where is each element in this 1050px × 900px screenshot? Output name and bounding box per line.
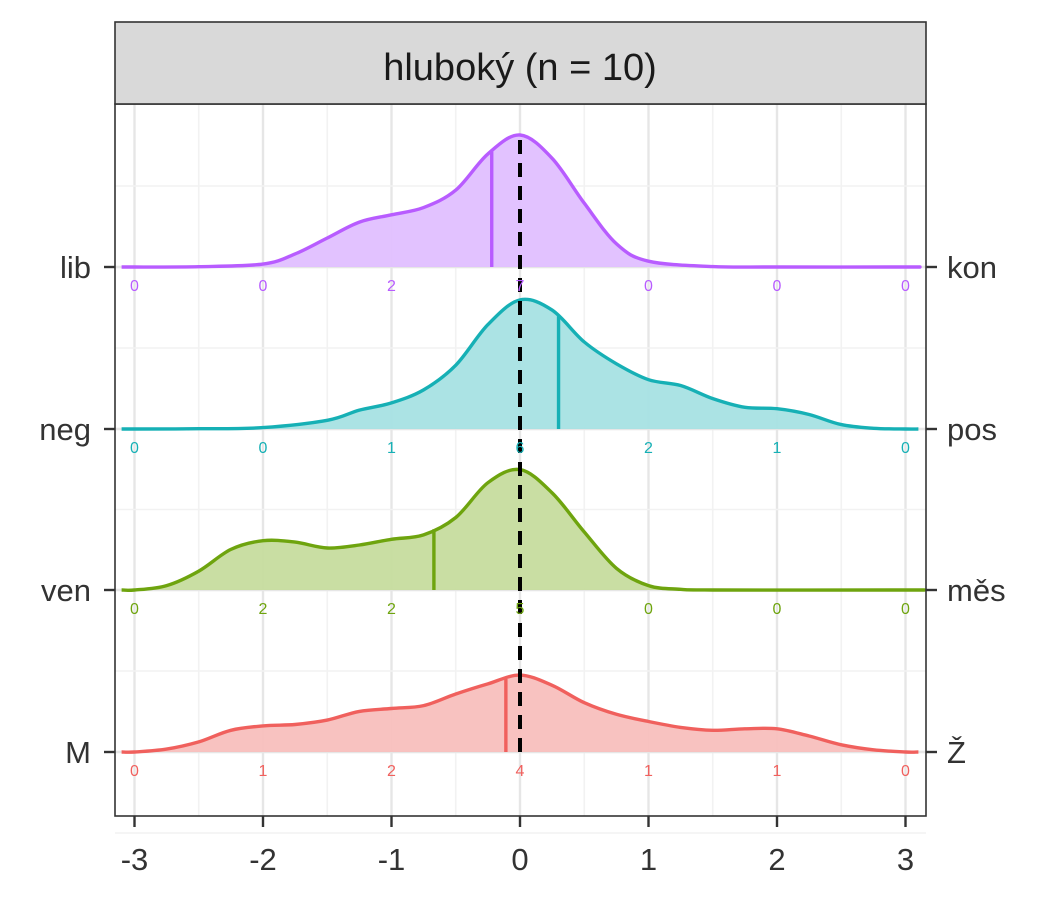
y-label-left: neg bbox=[39, 412, 91, 447]
count-label: 1 bbox=[259, 763, 268, 780]
count-label: 0 bbox=[130, 278, 139, 295]
count-label: 6 bbox=[516, 440, 525, 457]
count-label: 1 bbox=[773, 440, 782, 457]
ridge-line-neg bbox=[121, 297, 919, 431]
x-tick-label: 1 bbox=[640, 842, 657, 877]
count-label: 2 bbox=[644, 440, 653, 457]
ridge-area-neg bbox=[121, 299, 919, 430]
x-tick-label: 2 bbox=[768, 842, 785, 877]
ridge-area-ven bbox=[121, 469, 925, 591]
x-tick-label: -1 bbox=[378, 842, 406, 877]
count-label: 0 bbox=[259, 440, 268, 457]
count-label: 0 bbox=[901, 278, 910, 295]
ridge-area-M bbox=[121, 675, 919, 753]
ridge-line-ven bbox=[121, 467, 926, 593]
y-label-right: kon bbox=[947, 250, 997, 285]
count-label: 4 bbox=[516, 763, 525, 780]
y-label-left: lib bbox=[60, 250, 91, 285]
count-label: 0 bbox=[130, 763, 139, 780]
count-label: 0 bbox=[901, 601, 910, 618]
axes: lib kon neg pos ven měs M Ž -3 -2 -1 0 1 2 3 bbox=[39, 250, 1005, 877]
y-label-right: měs bbox=[947, 573, 1006, 608]
panel-title: hluboký (n = 10) bbox=[383, 47, 657, 89]
count-label: 0 bbox=[644, 278, 653, 295]
count-label: 0 bbox=[130, 601, 139, 618]
panel-strip bbox=[114, 21, 927, 105]
count-label: 2 bbox=[387, 763, 396, 780]
ridge-area-lib bbox=[121, 134, 920, 268]
count-label: 2 bbox=[387, 601, 396, 618]
ridges bbox=[121, 133, 926, 754]
count-label: 1 bbox=[387, 440, 396, 457]
y-label-right: Ž bbox=[947, 735, 966, 770]
count-label: 0 bbox=[901, 440, 910, 457]
count-label: 2 bbox=[259, 601, 268, 618]
count-label: 0 bbox=[259, 278, 268, 295]
count-label: 0 bbox=[901, 763, 910, 780]
x-tick-label: 0 bbox=[511, 842, 528, 877]
y-label-right: pos bbox=[947, 412, 997, 447]
x-tick-label: 3 bbox=[897, 842, 914, 877]
count-label: 0 bbox=[644, 601, 653, 618]
y-label-left: ven bbox=[41, 573, 91, 608]
count-label: 1 bbox=[773, 763, 782, 780]
count-labels: 0 0 2 7 0 0 0 0 0 1 6 2 1 0 0 2 2 5 0 0 0 0 1 2 4 1 1 0 bbox=[130, 278, 910, 780]
count-label: 5 bbox=[516, 601, 525, 618]
count-label: 2 bbox=[387, 278, 396, 295]
ridge-line-lib bbox=[121, 133, 922, 269]
count-label: 7 bbox=[516, 278, 525, 295]
x-tick-label: -3 bbox=[121, 842, 149, 877]
count-label: 1 bbox=[644, 763, 653, 780]
count-label: 0 bbox=[130, 440, 139, 457]
x-tick-label: -2 bbox=[249, 842, 277, 877]
count-label: 0 bbox=[773, 601, 782, 618]
y-label-left: M bbox=[65, 735, 91, 770]
count-label: 0 bbox=[773, 278, 782, 295]
